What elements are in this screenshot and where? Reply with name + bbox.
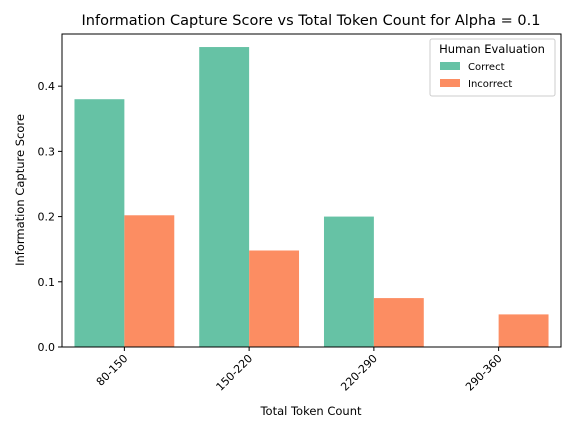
legend: Human Evaluation Correct Incorrect [429,38,556,97]
bars-group [74,47,549,348]
x-tick-label: 150-220 [214,352,256,394]
legend-swatch-correct [440,62,460,70]
y-axis-ticks: 0.0 0.1 0.2 0.3 0.4 [38,80,62,354]
legend-label-incorrect: Incorrect [468,79,512,90]
chart-title: Information Capture Score vs Total Token… [82,13,541,29]
y-tick-label: 0.0 [38,341,56,354]
x-axis-label: Total Token Count [259,404,362,418]
bar-correct-150-220 [199,47,250,347]
plot-frame [61,33,562,348]
x-tick-label: 80-150 [94,352,131,389]
bar-incorrect-150-220 [249,250,300,347]
legend-swatch-incorrect [440,79,460,87]
bar-incorrect-290-360 [498,314,549,347]
bar-incorrect-80-150 [124,215,175,347]
x-axis-ticks: 80-150 150-220 220-290 290-360 [94,347,505,394]
bar-correct-80-150 [74,99,125,348]
legend-frame [429,38,556,97]
bar-correct-220-290 [323,216,374,347]
x-tick-label: 220-290 [338,352,380,394]
y-tick-label: 0.4 [38,80,56,93]
y-tick-label: 0.3 [38,145,56,158]
y-axis-label: Information Capture Score [13,114,27,266]
x-tick-label: 290-360 [463,352,505,394]
legend-label-correct: Correct [468,62,505,73]
y-tick-label: 0.2 [38,211,56,224]
y-tick-label: 0.1 [38,276,56,289]
legend-title: Human Evaluation [439,42,545,56]
bar-incorrect-220-290 [373,298,424,347]
